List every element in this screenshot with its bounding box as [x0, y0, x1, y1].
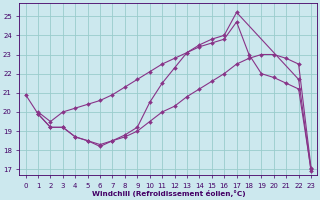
X-axis label: Windchill (Refroidissement éolien,°C): Windchill (Refroidissement éolien,°C) — [92, 190, 245, 197]
